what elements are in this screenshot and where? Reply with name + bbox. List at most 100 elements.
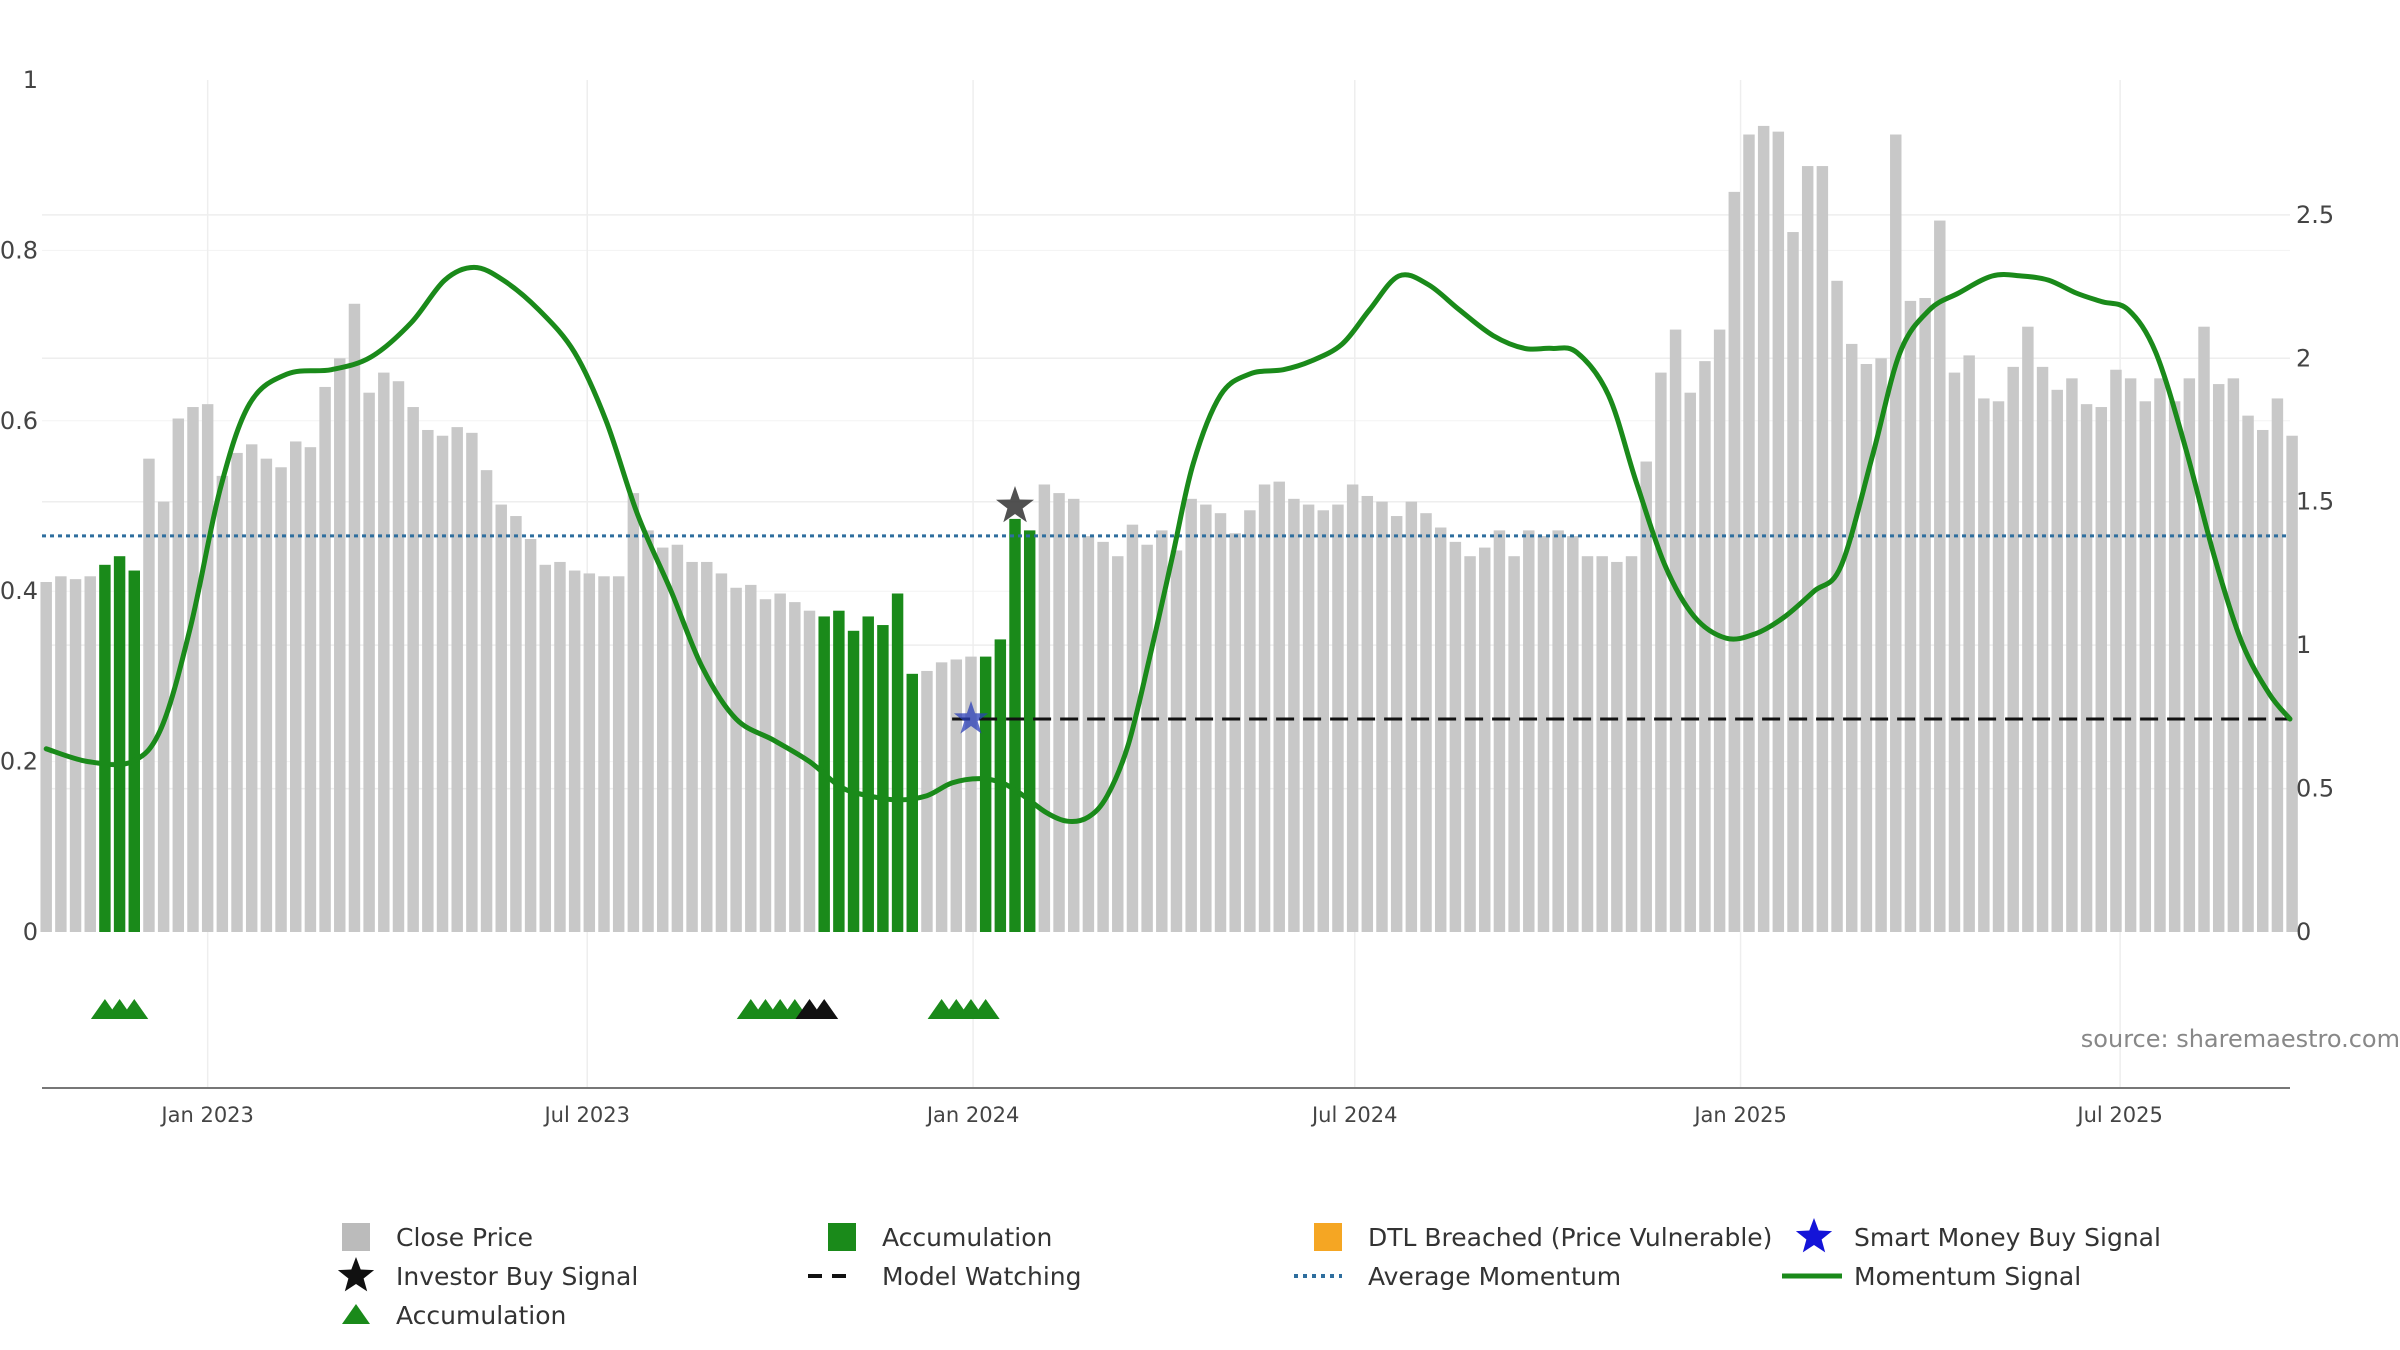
close-price-bar [348, 303, 361, 932]
close-price-bar [524, 538, 537, 932]
close-price-bar [1479, 547, 1491, 932]
close-price-bar [2168, 401, 2181, 932]
legend-label: Smart Money Buy Signal [1854, 1223, 2161, 1252]
legend-swatch-star [1795, 1218, 1833, 1253]
legend-swatch-square [1314, 1223, 1342, 1251]
right-tick-label: 1.5 [2296, 488, 2334, 516]
close-price-bar [2242, 415, 2254, 932]
close-price-bar [965, 656, 977, 932]
close-price-bar [1420, 513, 1432, 932]
close-price-bar [187, 407, 199, 933]
close-price-bar [1655, 372, 1667, 932]
close-price-bar [1669, 329, 1682, 932]
close-price-bar [216, 475, 229, 932]
close-price-bar [1449, 541, 1462, 932]
close-price-bar [2036, 366, 2049, 933]
close-price-bar [1376, 501, 1388, 932]
accumulation-bar [906, 673, 918, 932]
close-price-bar [2007, 366, 2019, 933]
close-price-bar [231, 452, 243, 932]
right-tick-label: 0 [2296, 918, 2311, 946]
close-price-bar [715, 573, 728, 932]
close-price-bar [2110, 369, 2122, 932]
close-price-bar [1317, 510, 1330, 932]
close-price-bar [1978, 398, 1990, 932]
close-price-bar [1963, 355, 1975, 933]
close-price-bar [40, 582, 52, 932]
right-tick-label: 0.5 [2296, 775, 2334, 803]
close-price-bar [627, 493, 640, 932]
close-price-bar [1434, 527, 1447, 932]
close-price-bar [803, 610, 816, 932]
accumulation-bar [862, 616, 874, 932]
close-price-bar [759, 599, 772, 932]
left-tick-label: 0 [23, 918, 38, 946]
close-price-bar [1361, 495, 1374, 932]
close-price-bar [1038, 484, 1051, 932]
x-tick-label: Jul 2025 [2075, 1103, 2162, 1127]
close-price-bar [656, 547, 669, 932]
close-price-bar [422, 429, 434, 932]
close-price-bar [1214, 513, 1227, 932]
close-price-bar [143, 458, 155, 932]
close-price-bar [480, 470, 493, 932]
accumulation-bar [891, 593, 904, 932]
close-price-bar [1875, 358, 1887, 932]
legend-swatch-triangle [342, 1304, 370, 1324]
close-price-bar [1053, 493, 1065, 932]
close-price-bar [1890, 134, 1902, 932]
x-tick-label: Jan 2025 [1692, 1103, 1787, 1127]
accumulation-triangle [120, 999, 149, 1019]
close-price-bar [1713, 329, 1726, 932]
close-price-bar [1405, 501, 1418, 932]
close-price-bar [2124, 378, 2137, 932]
close-price-bar [612, 576, 625, 932]
close-price-bar [1772, 131, 1785, 933]
close-price-bar [1552, 530, 1564, 932]
close-price-bar [1860, 364, 1873, 932]
legend-label: Close Price [396, 1223, 533, 1252]
close-price-bar [1258, 484, 1271, 932]
close-price-bar [2212, 384, 2225, 932]
close-price-bar [451, 427, 463, 932]
close-price-bar [1185, 498, 1197, 932]
close-price-bar [2080, 404, 2093, 932]
legend-swatch-square [828, 1223, 856, 1251]
close-price-bar [1346, 484, 1359, 932]
close-price-bar [2183, 378, 2196, 932]
close-price-bar [1097, 541, 1109, 932]
accumulation-bar [113, 556, 126, 932]
close-price-bar [1537, 536, 1550, 932]
x-tick-label: Jul 2024 [1310, 1103, 1397, 1127]
close-price-bar [466, 432, 478, 932]
close-price-bar [2227, 378, 2240, 932]
legend-swatch-star [337, 1257, 375, 1292]
accumulation-bar [847, 630, 860, 932]
legend-label: DTL Breached (Price Vulnerable) [1368, 1223, 1772, 1252]
legend-label: Accumulation [396, 1301, 566, 1330]
accumulation-triangle-black [810, 999, 839, 1019]
close-price-bar [1948, 372, 1961, 932]
close-price-bar [1273, 481, 1285, 932]
close-price-bar [392, 381, 405, 932]
close-price-bar [1068, 498, 1080, 932]
close-price-bar [1919, 298, 1931, 932]
close-price-bar [1728, 191, 1741, 932]
legend-label: Average Momentum [1368, 1262, 1621, 1291]
close-price-bar [407, 407, 419, 933]
close-price-bar [1390, 516, 1403, 932]
close-price-bar [1611, 561, 1623, 932]
x-tick-label: Jan 2024 [925, 1103, 1020, 1127]
x-tick-label: Jan 2023 [159, 1103, 254, 1127]
close-price-bar [950, 659, 963, 932]
smart-money-buy-signal-star [953, 701, 989, 734]
accumulation-bar [128, 570, 140, 932]
legend-swatch-square [342, 1223, 370, 1251]
close-price-bar [363, 392, 375, 932]
close-price-bar [1523, 530, 1535, 932]
accumulation-bar [877, 625, 889, 932]
close-price-bar [1816, 166, 1829, 932]
right-tick-label: 2.5 [2296, 201, 2334, 229]
